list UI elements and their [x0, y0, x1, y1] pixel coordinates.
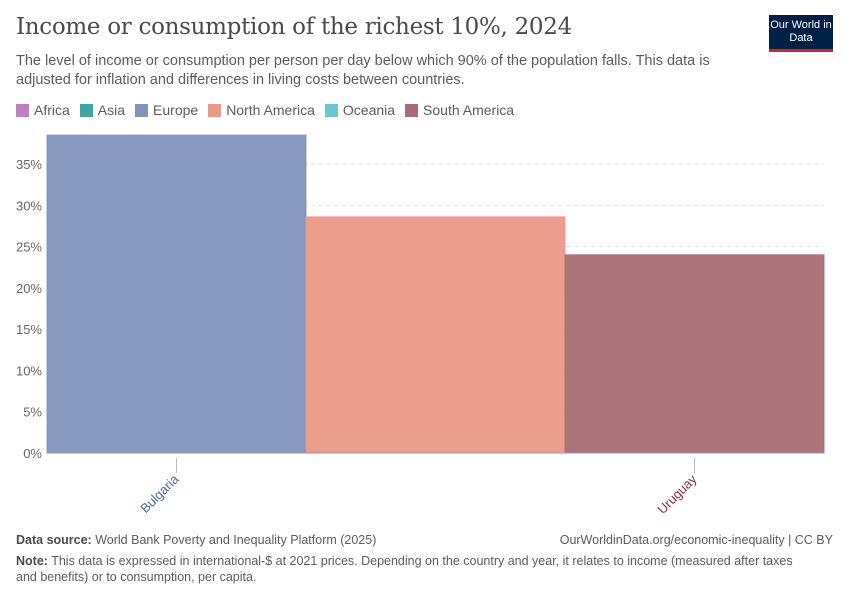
chart-subtitle: The level of income or consumption per p… — [16, 53, 710, 88]
legend-item[interactable]: South America — [405, 102, 514, 118]
x-tick-label: Uruguay — [654, 471, 700, 517]
bar — [564, 254, 825, 454]
legend-label: Europe — [153, 102, 199, 118]
source-text: World Bank Poverty and Inequality Platfo… — [95, 533, 377, 547]
owid-logo[interactable]: Our World in Data — [769, 15, 833, 52]
legend-item[interactable]: Africa — [16, 102, 70, 118]
legend-swatch — [135, 103, 149, 117]
legend-swatch — [405, 103, 419, 117]
legend-swatch — [208, 103, 222, 117]
y-tick-label: 0% — [23, 446, 42, 461]
note-text: This data is expressed in international-… — [16, 554, 793, 584]
legend-label: South America — [423, 102, 515, 118]
bar — [305, 216, 566, 454]
chart-title: Income or consumption of the richest 10%… — [16, 14, 572, 40]
legend-swatch — [79, 103, 93, 117]
y-tick-label: 30% — [16, 198, 42, 213]
y-tick-label: 5% — [23, 405, 42, 420]
y-tick-label: 25% — [16, 240, 42, 255]
legend-item[interactable]: North America — [208, 102, 315, 118]
legend-item[interactable]: Asia — [79, 102, 126, 118]
data-source: Data source: World Bank Poverty and Ineq… — [16, 532, 376, 548]
legend-label: North America — [226, 102, 315, 118]
legend: Africa Asia Europe North America Oceania Sout… — [16, 102, 524, 118]
y-tick-label: 10% — [16, 363, 42, 378]
bar — [46, 134, 307, 454]
legend-label: Asia — [97, 102, 126, 118]
legend-label: Africa — [34, 102, 70, 118]
x-tick-label: Bulgaria — [137, 471, 182, 516]
y-tick-label: 20% — [16, 281, 42, 296]
note-label: Note: — [16, 554, 48, 568]
y-tick-label: 15% — [16, 322, 42, 337]
legend-item[interactable]: Oceania — [324, 102, 396, 118]
legend-item[interactable]: Europe — [135, 102, 198, 118]
source-url[interactable]: OurWorldinData.org/economic-inequality |… — [559, 533, 833, 547]
y-tick-label: 35% — [16, 157, 42, 172]
legend-swatch — [16, 103, 29, 117]
legend-swatch — [324, 103, 338, 117]
source-label: Data source: — [16, 533, 92, 547]
note: Note: This data is expressed in internat… — [16, 553, 816, 585]
legend-label: Oceania — [342, 102, 396, 118]
